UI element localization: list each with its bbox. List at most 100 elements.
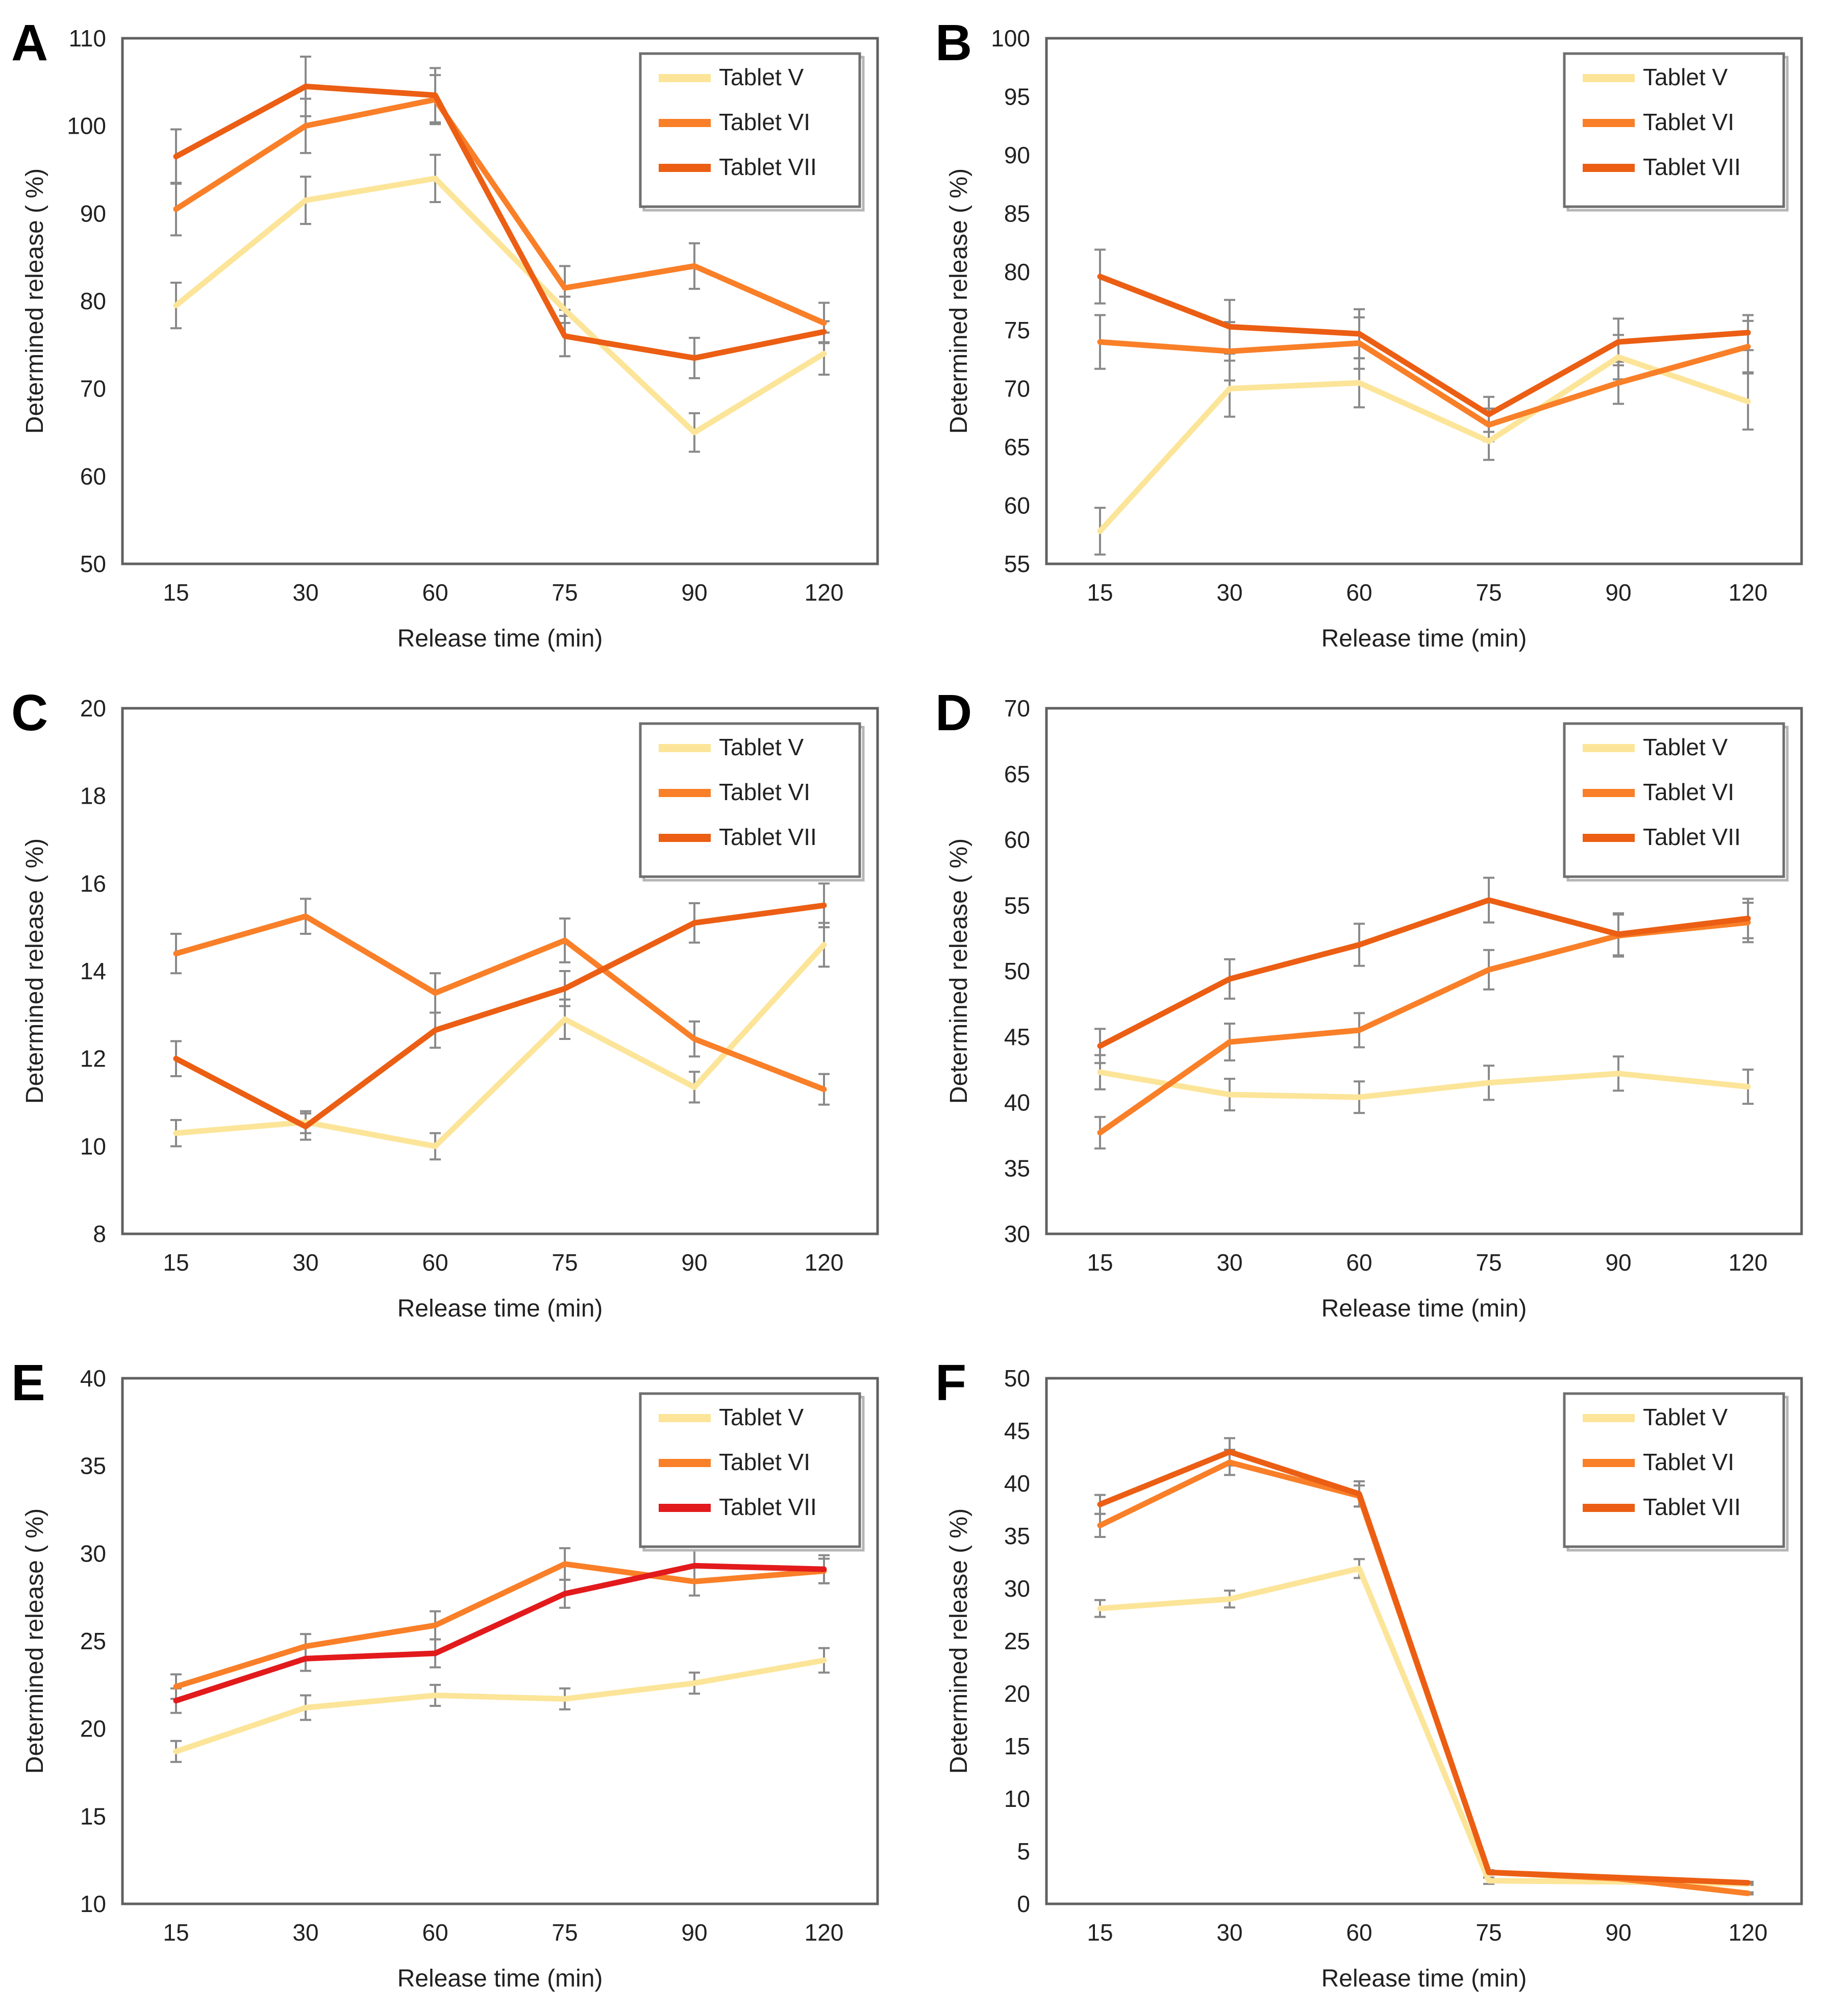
legend-label: Tablet V xyxy=(1643,64,1728,90)
x-tick-label: 30 xyxy=(1216,579,1242,606)
y-tick-label: 25 xyxy=(1004,1628,1030,1654)
y-tick-label: 35 xyxy=(1004,1523,1030,1549)
legend-label: Tablet V xyxy=(1643,734,1728,760)
x-tick-label: 15 xyxy=(1087,1249,1113,1276)
chart-panel-e: 10 15 20 25 30 35 40 15 30 60 75 90 120 Release time … xyxy=(21,1365,879,1992)
y-axis-label: Determined release ( %) xyxy=(945,1508,972,1774)
series-line-tablet-vi xyxy=(173,1561,827,1690)
series-line-tablet-v xyxy=(173,942,827,1149)
panel-letter-a: A xyxy=(11,14,48,71)
x-tick-label: 15 xyxy=(163,1919,189,1946)
x-tick-label: 120 xyxy=(1729,1249,1768,1276)
x-tick-label: 60 xyxy=(422,1919,448,1946)
x-tick-label: 120 xyxy=(1729,1919,1768,1946)
y-tick-label: 30 xyxy=(1004,1575,1030,1602)
legend-label: Tablet VII xyxy=(1643,824,1741,850)
x-tick-label: 75 xyxy=(1476,1249,1502,1276)
x-tick-label: 90 xyxy=(1605,1249,1631,1276)
x-axis-ticks: 15 30 60 75 90 120 xyxy=(1087,1919,1767,1946)
plot-border xyxy=(1045,37,1803,565)
y-tick-label: 18 xyxy=(80,783,106,809)
legend: Tablet V Tablet VI Tablet VII xyxy=(639,1392,865,1552)
y-tick-label: 50 xyxy=(1004,1365,1030,1392)
y-tick-label: 10 xyxy=(1004,1785,1030,1812)
x-tick-label: 120 xyxy=(805,1249,844,1276)
x-tick-label: 120 xyxy=(805,1919,844,1946)
y-tick-label: 55 xyxy=(1004,551,1030,577)
y-tick-label: 100 xyxy=(991,25,1030,52)
legend: Tablet V Tablet VI Tablet VII xyxy=(639,722,865,882)
series-line-tablet-vi xyxy=(173,96,827,326)
y-tick-label: 0 xyxy=(1017,1891,1030,1917)
series-line-tablet-vii xyxy=(1097,1449,1751,1886)
y-axis-label: Determined release ( %) xyxy=(21,838,48,1104)
panel-letter-d: D xyxy=(935,684,972,741)
x-tick-label: 75 xyxy=(552,579,578,606)
legend-label: Tablet V xyxy=(719,1404,804,1430)
y-tick-label: 15 xyxy=(80,1803,106,1829)
y-tick-label: 70 xyxy=(1004,695,1030,722)
y-axis-label: Determined release ( %) xyxy=(21,1508,48,1774)
series-line-tablet-vii xyxy=(173,902,827,1130)
y-tick-label: 14 xyxy=(80,958,106,984)
y-tick-label: 40 xyxy=(1004,1089,1030,1116)
y-axis-ticks: 0 5 10 15 20 25 30 35 40 45 50 xyxy=(1004,1365,1030,1917)
x-tick-label: 60 xyxy=(1346,579,1372,606)
panel-c: 8 10 12 14 16 18 20 15 30 60 75 90 120 Release time (… xyxy=(0,670,924,1340)
y-axis-label: Determined release ( %) xyxy=(945,838,972,1104)
panel-letter-b: B xyxy=(935,14,972,71)
x-axis-ticks: 15 30 60 75 90 120 xyxy=(1087,1249,1767,1276)
y-tick-label: 90 xyxy=(80,200,106,227)
panel-letter-e: E xyxy=(11,1354,45,1411)
y-tick-label: 12 xyxy=(80,1046,106,1072)
error-bars xyxy=(1094,249,1754,556)
y-tick-label: 80 xyxy=(80,288,106,314)
x-tick-label: 15 xyxy=(1087,1919,1113,1946)
y-tick-label: 65 xyxy=(1004,761,1030,787)
y-tick-label: 70 xyxy=(80,376,106,402)
x-tick-label: 90 xyxy=(681,579,707,606)
series-line-tablet-vi xyxy=(1097,339,1751,428)
chart-panel-a: 50 60 70 80 90 100 110 15 30 60 75 90 120 Release tim… xyxy=(21,25,879,652)
panel-b: 55 60 65 70 75 80 85 90 95 100 15 30 60 75 90 120 Releas… xyxy=(924,0,1848,670)
legend-label: Tablet VI xyxy=(1643,779,1734,805)
y-tick-label: 16 xyxy=(80,870,106,897)
series-line-tablet-vii xyxy=(173,1562,827,1704)
x-axis-ticks: 15 30 60 75 90 120 xyxy=(163,1919,843,1946)
y-tick-label: 95 xyxy=(1004,83,1030,110)
panel-a: 50 60 70 80 90 100 110 15 30 60 75 90 120 Release tim… xyxy=(0,0,924,670)
y-tick-label: 85 xyxy=(1004,200,1030,227)
y-axis-ticks: 10 15 20 25 30 35 40 xyxy=(80,1365,106,1917)
y-tick-label: 10 xyxy=(80,1133,106,1159)
series-line-tablet-v xyxy=(1097,354,1751,534)
plot-border xyxy=(1045,707,1803,1235)
x-tick-label: 60 xyxy=(1346,1249,1372,1276)
y-axis-label: Determined release ( %) xyxy=(21,168,48,434)
y-tick-label: 110 xyxy=(69,25,106,52)
x-axis-ticks: 15 30 60 75 90 120 xyxy=(1087,579,1767,606)
x-tick-label: 75 xyxy=(552,1919,578,1946)
chart-panel-d: 30 35 40 45 50 55 60 65 70 15 30 60 75 90 120 Release t… xyxy=(945,695,1803,1322)
y-tick-label: 50 xyxy=(1004,958,1030,984)
series-line-tablet-v xyxy=(173,176,827,435)
x-axis-ticks: 15 30 60 75 90 120 xyxy=(163,1249,843,1276)
series-line-tablet-vi xyxy=(173,913,827,1093)
y-tick-label: 60 xyxy=(80,463,106,489)
legend-label: Tablet VII xyxy=(719,824,817,850)
x-tick-label: 90 xyxy=(681,1249,707,1276)
x-tick-label: 90 xyxy=(1605,1919,1631,1946)
y-tick-label: 30 xyxy=(1004,1221,1030,1247)
plot-border xyxy=(121,707,879,1235)
y-axis-ticks: 50 60 70 80 90 100 110 xyxy=(67,25,106,577)
y-tick-label: 90 xyxy=(1004,142,1030,168)
y-axis-ticks: 55 60 65 70 75 80 85 90 95 100 xyxy=(991,25,1030,577)
panel-f: 0 5 10 15 20 25 30 35 40 45 50 15 30 60 75 90 120 Release… xyxy=(924,1340,1848,2010)
y-tick-label: 20 xyxy=(80,1716,106,1742)
chart-panel-b: 55 60 65 70 75 80 85 90 95 100 15 30 60 75 90 120 Releas… xyxy=(945,25,1803,652)
legend-label: Tablet VII xyxy=(719,1494,817,1520)
y-axis-label: Determined release ( %) xyxy=(945,168,972,434)
y-tick-label: 45 xyxy=(1004,1024,1030,1050)
x-tick-label: 60 xyxy=(1346,1919,1372,1946)
x-tick-label: 30 xyxy=(1216,1919,1242,1946)
